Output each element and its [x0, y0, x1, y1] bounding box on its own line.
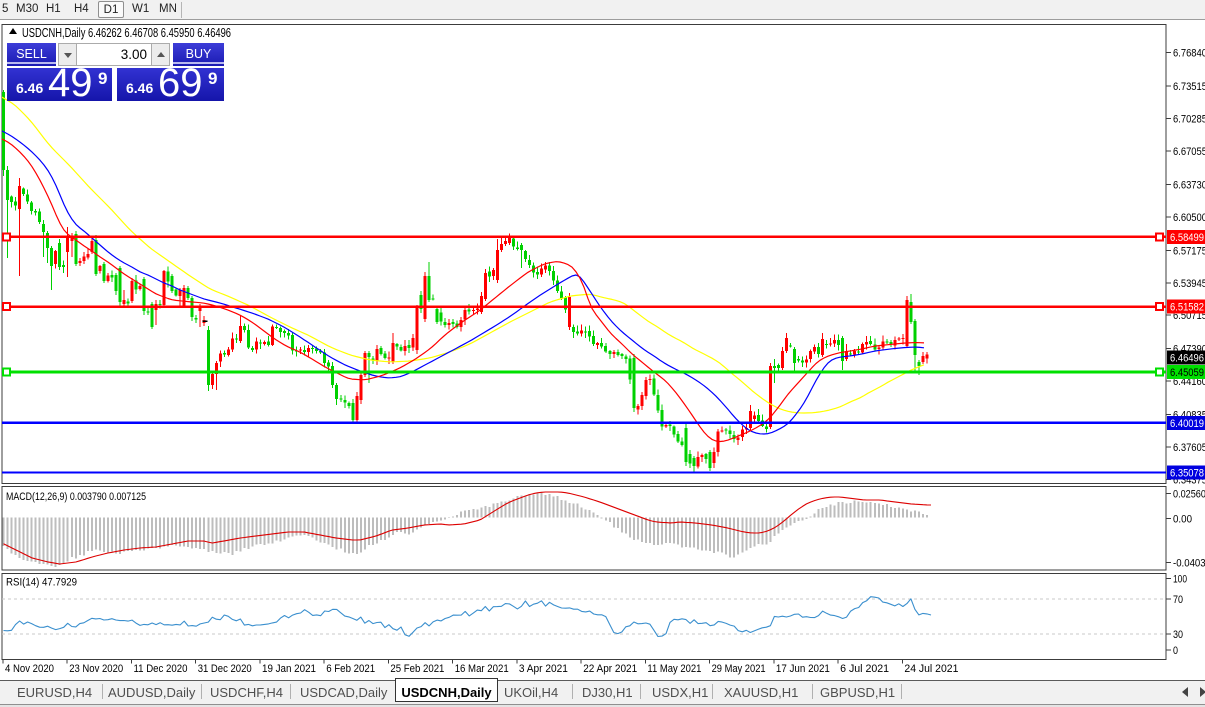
svg-text:3 Apr 2021: 3 Apr 2021	[519, 663, 568, 675]
svg-text:30: 30	[1173, 629, 1183, 641]
svg-text:11 Dec 2020: 11 Dec 2020	[134, 663, 188, 675]
svg-text:100: 100	[1173, 573, 1187, 585]
svg-text:31 Dec 2020: 31 Dec 2020	[198, 663, 252, 675]
svg-text:MACD(12,26,9) 0.003790 0.00712: MACD(12,26,9) 0.003790 0.007125	[6, 491, 146, 503]
svg-text:22 Apr 2021: 22 Apr 2021	[583, 663, 637, 675]
svg-text:6.67055: 6.67055	[1173, 146, 1205, 158]
svg-text:0.025609: 0.025609	[1173, 489, 1205, 501]
svg-text:4 Nov 2020: 4 Nov 2020	[5, 663, 54, 675]
svg-text:6 Feb 2021: 6 Feb 2021	[326, 663, 375, 675]
svg-text:23 Nov 2020: 23 Nov 2020	[69, 663, 123, 675]
svg-text:6.73515: 6.73515	[1173, 81, 1205, 93]
svg-text:0: 0	[1173, 645, 1178, 657]
svg-text:11 May 2021: 11 May 2021	[647, 663, 701, 675]
svg-text:RSI(14) 47.7929: RSI(14) 47.7929	[6, 577, 77, 589]
svg-text:6.37605: 6.37605	[1173, 442, 1205, 454]
svg-text:-0.04038: -0.04038	[1173, 557, 1205, 569]
svg-text:70: 70	[1173, 594, 1183, 606]
svg-text:24 Jul 2021: 24 Jul 2021	[904, 663, 958, 675]
svg-text:6.57175: 6.57175	[1173, 245, 1205, 257]
svg-text:6.58499: 6.58499	[1170, 232, 1204, 244]
svg-text:16 Mar 2021: 16 Mar 2021	[455, 663, 509, 675]
svg-text:6.76840: 6.76840	[1173, 48, 1205, 60]
svg-text:17 Jun 2021: 17 Jun 2021	[776, 663, 830, 675]
svg-text:6.35078: 6.35078	[1170, 468, 1204, 480]
svg-text:29 May 2021: 29 May 2021	[712, 663, 766, 675]
svg-text:19 Jan 2021: 19 Jan 2021	[262, 663, 316, 675]
svg-text:6.60500: 6.60500	[1173, 212, 1205, 224]
svg-text:6.46496: 6.46496	[1170, 353, 1204, 365]
svg-text:6.40019: 6.40019	[1170, 418, 1204, 430]
svg-text:0.00: 0.00	[1173, 514, 1192, 526]
svg-text:USDCNH,Daily 6.46262 6.46708: USDCNH,Daily 6.46262 6.46708 6.45950 6.4…	[22, 26, 231, 40]
svg-text:6 Jul 2021: 6 Jul 2021	[840, 663, 889, 675]
svg-text:6.70285: 6.70285	[1173, 113, 1205, 125]
svg-text:6.53945: 6.53945	[1173, 278, 1205, 290]
svg-text:25 Feb 2021: 25 Feb 2021	[390, 663, 444, 675]
svg-text:6.44160: 6.44160	[1173, 376, 1205, 388]
svg-text:6.51582: 6.51582	[1170, 302, 1204, 314]
svg-text:6.63730: 6.63730	[1173, 179, 1205, 191]
svg-text:6.45059: 6.45059	[1170, 367, 1204, 379]
